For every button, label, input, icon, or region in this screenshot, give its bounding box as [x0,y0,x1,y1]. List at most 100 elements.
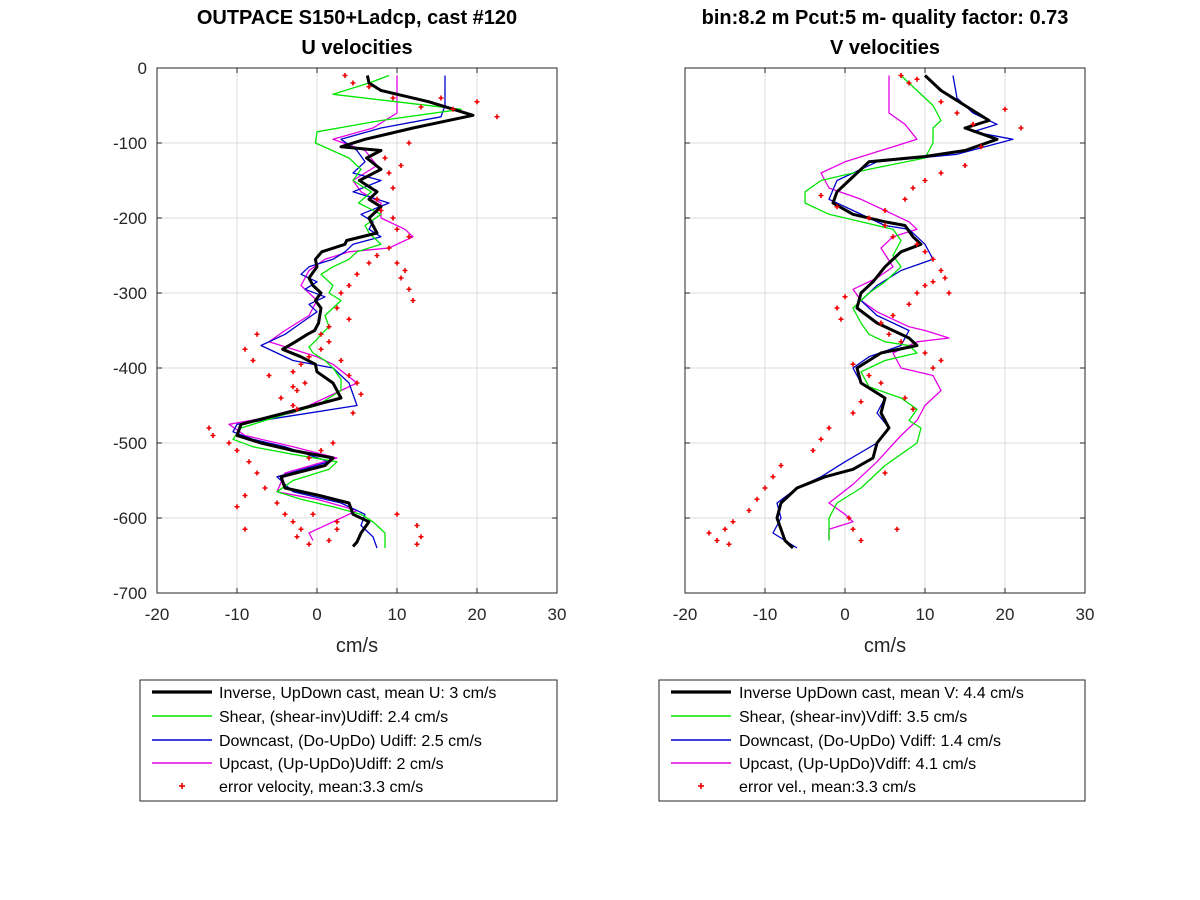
error-velocity-point [338,290,344,296]
panel-u-title: OUTPACE S150+Ladcp, cast #120 [197,7,517,29]
error-velocity-point [206,425,212,431]
error-velocity-point [326,339,332,345]
error-velocity-point [850,361,856,367]
error-velocity-point [474,99,480,105]
error-velocity-point [938,170,944,176]
error-velocity-point [846,515,852,521]
error-velocity-point [1018,125,1024,131]
panel-u-xtick: 10 [388,605,407,624]
error-velocity-point [366,260,372,266]
error-velocity-point [894,526,900,532]
error-velocity-point [858,399,864,405]
error-velocity-point [306,541,312,547]
error-velocity-point [382,155,388,161]
error-velocity-point [334,305,340,311]
error-velocity-point [970,121,976,127]
error-velocity-point [326,538,332,543]
panel-u-xtick: 20 [468,605,487,624]
error-velocity-point [890,234,896,240]
panel-v-axes-bg [685,68,1085,593]
error-velocity-point [898,339,904,345]
error-velocity-point [294,534,300,540]
error-velocity-point [338,358,344,363]
panel-v-title: bin:8.2 m Pcut:5 m- quality factor: 0.73 [702,7,1069,29]
panel-u-ytick: -100 [113,134,147,153]
error-velocity-point [826,425,832,431]
error-velocity-point [326,324,332,330]
error-velocity-point [294,406,300,412]
series-line-inverse [235,75,475,548]
panel-v-subtitle: V velocities [830,37,940,59]
panel-u-ytick: -700 [113,584,147,603]
error-velocity-point [714,538,720,543]
error-velocity-point [318,448,324,453]
error-velocity-point [882,223,888,228]
error-velocity-point [878,320,884,326]
legend-label-upcast: Upcast, (Up-UpDo)Udiff: 2 cm/s [219,756,444,773]
panel-v-xtick: -20 [673,605,698,624]
error-velocity-point [954,110,960,116]
error-velocity-point [306,354,312,360]
error-velocity-point [878,380,884,386]
error-velocity-point [746,508,752,513]
error-velocity-point [262,485,268,491]
error-velocity-point [906,301,912,307]
panel-u-axes-bg [157,68,557,593]
error-velocity-point [902,196,908,202]
error-velocity-point [346,373,352,378]
error-velocity-point [922,283,928,288]
panel-v-error-markers [706,73,1024,547]
panel-u-ytick: -500 [113,434,147,453]
error-velocity-point [274,500,280,506]
error-velocity-point [254,331,260,337]
error-velocity-point [242,526,248,532]
error-velocity-point [398,275,404,281]
error-velocity-point [962,163,968,168]
panel-v-x-ticks: -20 -10 0 10 20 30 [673,605,1095,624]
panel-u-xtick: -20 [145,605,170,624]
error-velocity-point [290,519,296,525]
error-velocity-point [298,361,304,367]
error-velocity-point [886,331,892,337]
panel-u-ytick: -400 [113,359,147,378]
error-velocity-point [402,268,408,273]
error-velocity-point [374,253,380,258]
legend-marker-error [698,783,704,789]
error-velocity-point [914,241,920,247]
error-velocity-point [778,463,784,468]
error-velocity-point [914,76,920,82]
series-line-shear [804,75,942,541]
error-velocity-point [930,256,936,262]
error-velocity-point [290,384,296,390]
error-velocity-point [318,331,324,337]
panel-v-xtick: 30 [1076,605,1095,624]
panel-v-series [772,74,1014,550]
error-velocity-point [938,358,944,363]
error-velocity-point [842,294,848,300]
error-velocity-point [210,433,216,438]
panel-u: OUTPACE S150+Ladcp, cast #120 U velociti… [113,7,567,802]
panel-v-axes-frame [684,67,1086,594]
error-velocity-point [866,215,872,221]
legend-label-inverse: Inverse, UpDown cast, mean U: 3 cm/s [219,685,496,702]
error-velocity-point [414,523,420,528]
panel-v-xtick: 0 [840,605,849,624]
legend-label-upcast: Upcast, (Up-UpDo)Vdiff: 4.1 cm/s [739,756,976,773]
legend-label-downcast: Downcast, (Do-UpDo) Udiff: 2.5 cm/s [219,733,482,750]
error-velocity-point [858,538,864,543]
legend-label-error: error velocity, mean:3.3 cm/s [219,779,423,796]
error-velocity-point [282,511,288,517]
error-velocity-point [406,286,412,292]
error-velocity-point [938,268,944,273]
series-line-upcast [820,75,950,541]
error-velocity-point [978,144,984,150]
legend-label-shear: Shear, (shear-inv)Vdiff: 3.5 cm/s [739,709,967,726]
error-velocity-point [706,530,712,536]
error-velocity-point [906,80,912,86]
error-velocity-point [234,448,240,453]
error-velocity-point [850,410,856,416]
error-velocity-point [242,346,248,352]
panel-u-xtick: 30 [548,605,567,624]
error-velocity-point [310,511,316,517]
